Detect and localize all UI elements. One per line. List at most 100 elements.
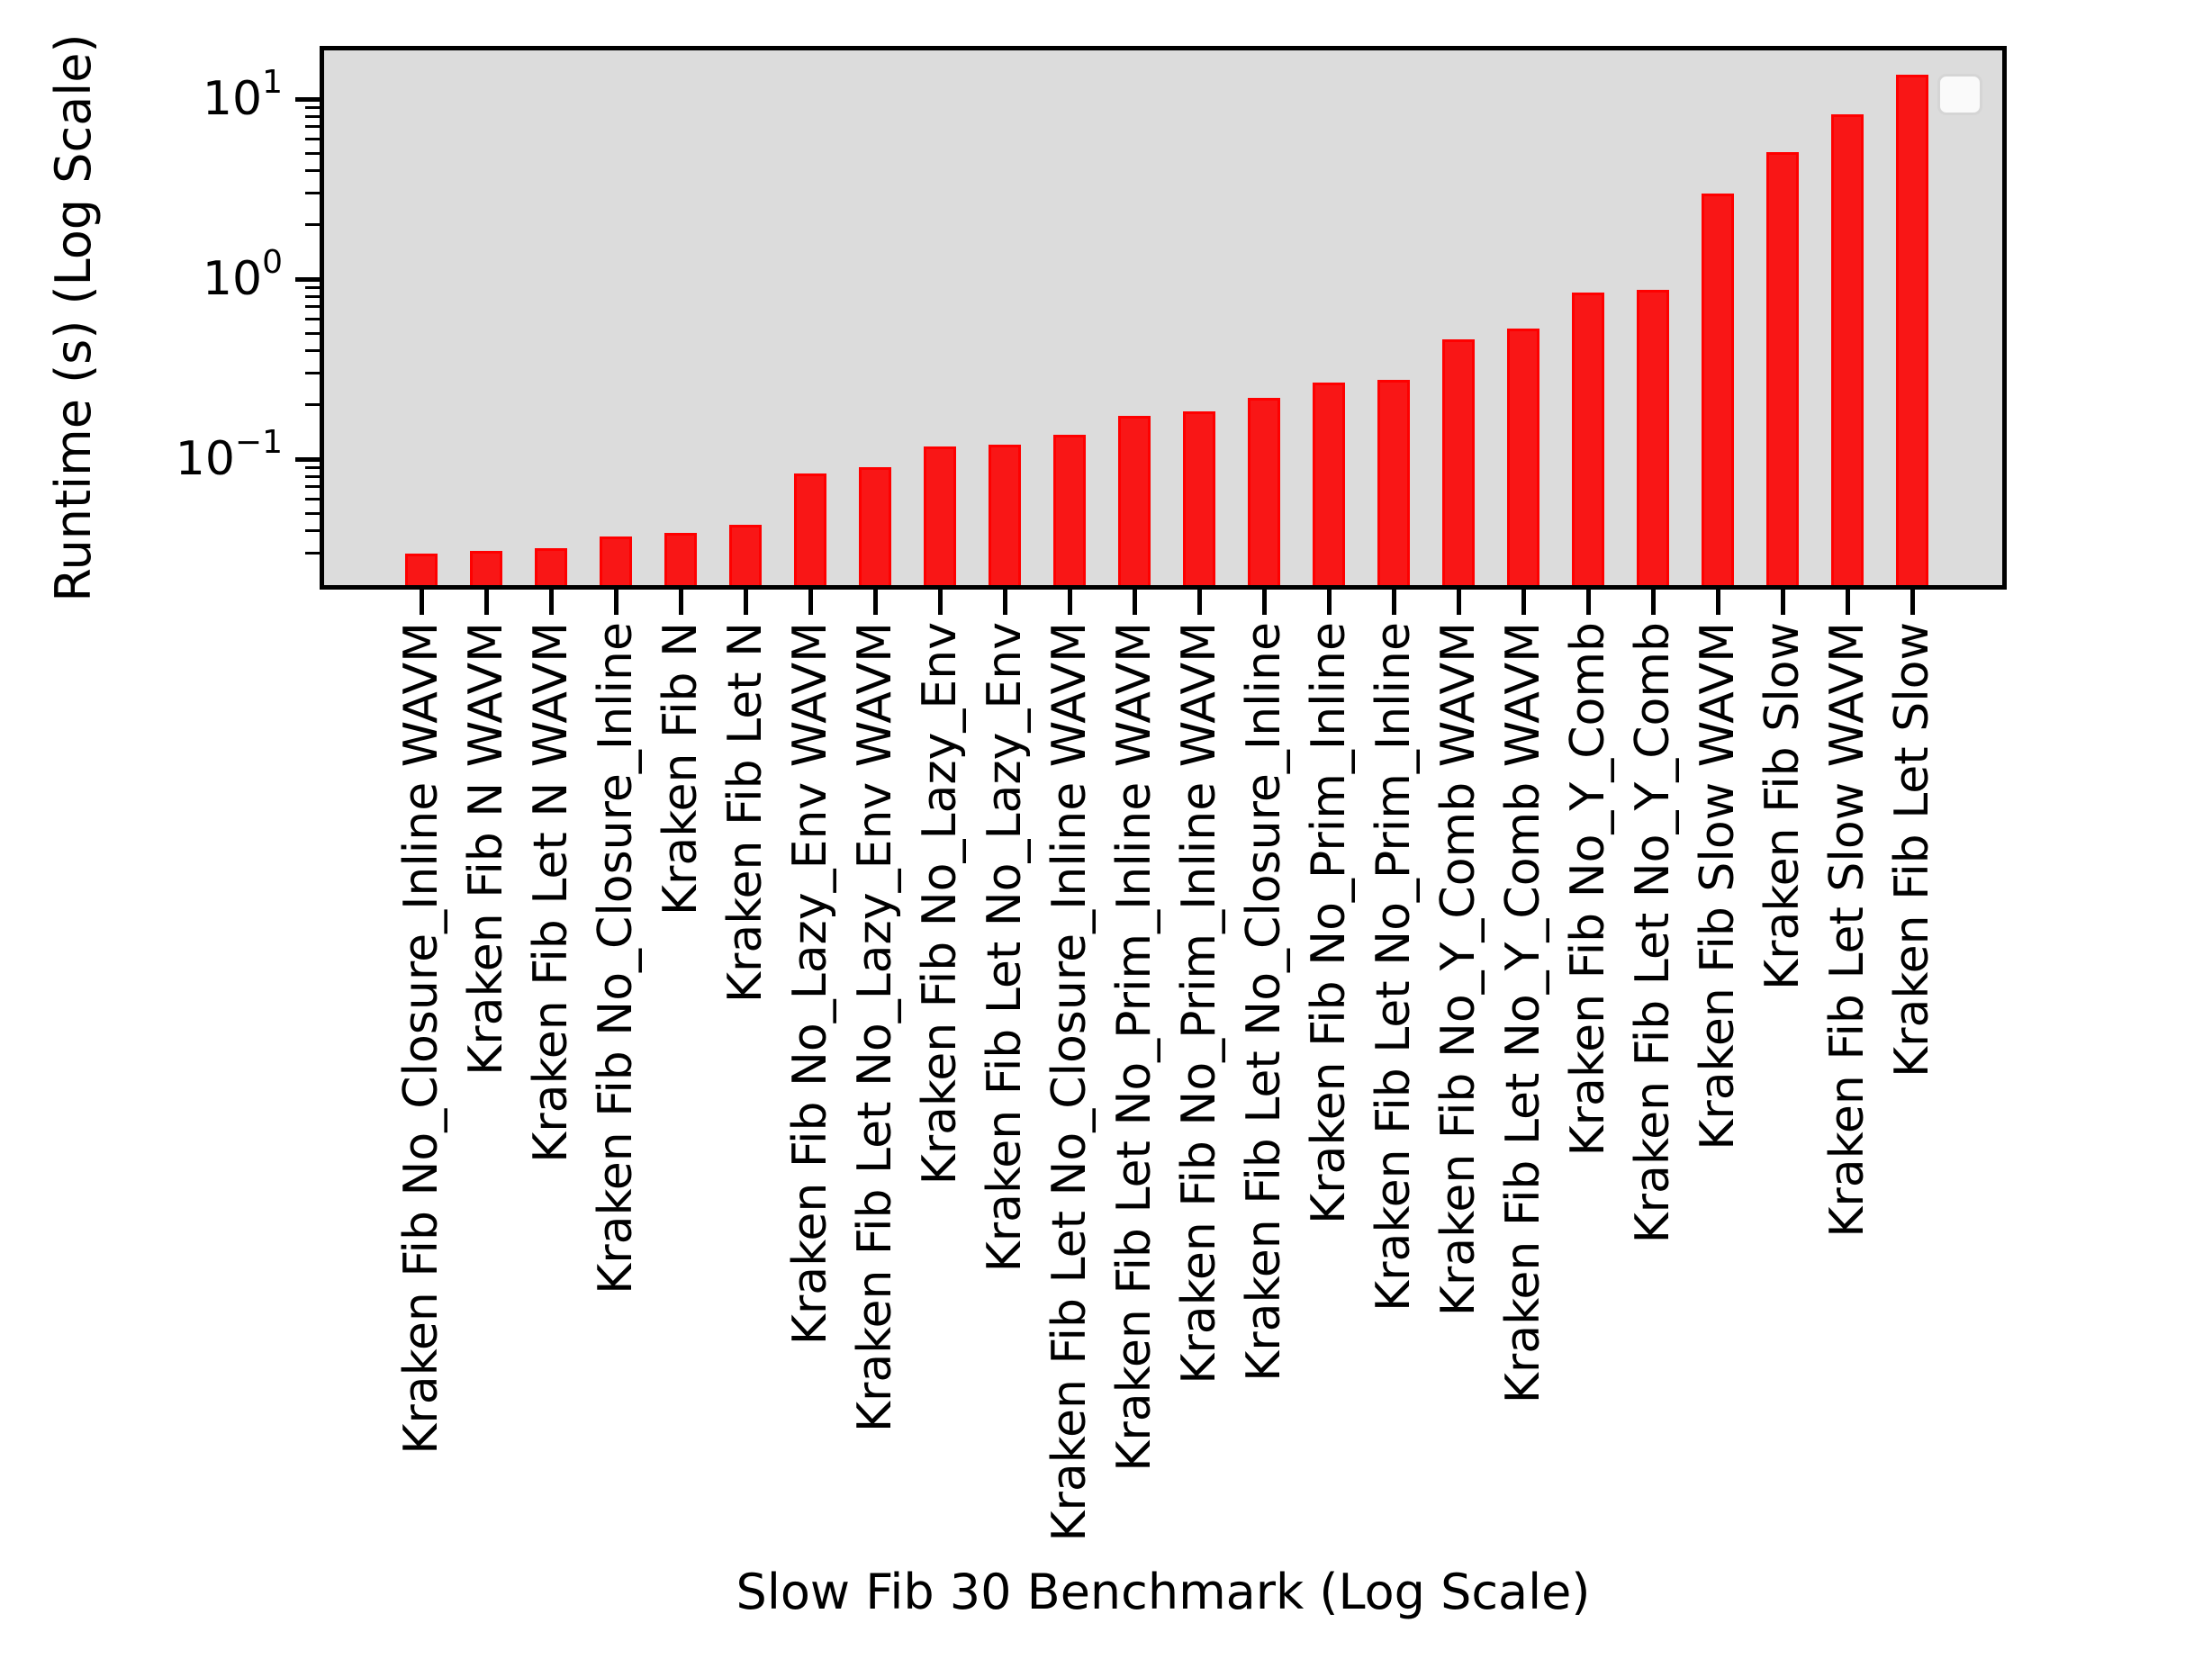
bar: [664, 532, 697, 585]
x-tick: [937, 590, 943, 615]
bar: [1118, 415, 1151, 585]
x-tick: [1261, 590, 1267, 615]
y-minor-tick: [305, 465, 320, 469]
y-minor-tick: [305, 349, 320, 353]
bar: [1183, 411, 1215, 585]
bar: [1313, 383, 1345, 585]
x-tick-label: Kraken Fib No_Closure_Inline WAVM: [394, 622, 448, 1455]
y-minor-tick: [305, 529, 320, 533]
bar: [859, 467, 891, 585]
x-tick: [1585, 590, 1591, 615]
bar: [1053, 435, 1086, 585]
y-minor-tick: [305, 552, 320, 555]
x-tick: [1650, 590, 1656, 615]
x-tick: [1002, 590, 1007, 615]
bar: [1248, 397, 1280, 585]
x-tick-label: Kraken Fib No_Y_Comb: [1561, 622, 1615, 1157]
y-minor-tick: [305, 137, 320, 140]
y-minor-tick: [305, 294, 320, 298]
bar: [729, 525, 762, 585]
bar: [405, 553, 438, 585]
y-minor-tick: [305, 403, 320, 407]
x-tick-label: Kraken Fib No_Prim_Inline WAVM: [1172, 622, 1226, 1384]
x-tick: [1196, 590, 1202, 615]
x-tick: [419, 590, 424, 615]
y-minor-tick: [305, 474, 320, 478]
y-minor-tick: [305, 114, 320, 118]
bar: [1702, 193, 1734, 585]
x-tick: [1132, 590, 1137, 615]
x-tick-label: Kraken Fib No_Y_Comb WAVM: [1431, 622, 1485, 1317]
bar: [1637, 290, 1669, 585]
bar: [924, 446, 956, 585]
x-tick: [1326, 590, 1332, 615]
x-tick: [872, 590, 878, 615]
y-minor-tick: [305, 317, 320, 320]
bar: [1377, 380, 1410, 585]
bar: [1572, 293, 1604, 585]
y-major-tick: [295, 276, 320, 282]
y-minor-tick: [305, 485, 320, 489]
x-tick: [1391, 590, 1396, 615]
x-tick: [1910, 590, 1915, 615]
x-tick-label: Kraken Fib Let No_Closure_Inline WAVM: [1043, 622, 1097, 1542]
x-tick-label: Kraken Fib No_Closure_Inline: [589, 622, 643, 1294]
bar: [1831, 114, 1864, 585]
x-tick-label: Kraken Fib Let No_Closure_Inline: [1237, 622, 1291, 1382]
x-tick-label: Kraken Fib Let No_Prim_Inline WAVM: [1107, 622, 1161, 1472]
bar: [989, 445, 1021, 585]
y-major-tick: [295, 456, 320, 462]
y-minor-tick: [305, 105, 320, 109]
x-tick-label: Kraken Fib Slow: [1756, 622, 1810, 990]
x-tick: [1780, 590, 1785, 615]
x-tick: [1456, 590, 1461, 615]
bar: [535, 547, 567, 585]
bar: [470, 550, 502, 585]
x-tick-label: Kraken Fib Let N WAVM: [524, 622, 578, 1163]
y-tick-label: 10−1: [175, 423, 283, 486]
x-tick: [1067, 590, 1072, 615]
bar: [1507, 329, 1539, 585]
x-tick: [613, 590, 618, 615]
x-tick-label: Kraken Fib Let Slow WAVM: [1820, 622, 1874, 1238]
x-tick: [548, 590, 554, 615]
y-tick-label: 101: [202, 63, 283, 126]
y-minor-tick: [305, 223, 320, 227]
bar: [1896, 75, 1928, 585]
x-tick: [1521, 590, 1526, 615]
x-tick-label: Kraken Fib Let No_Prim_Inline: [1367, 622, 1421, 1312]
x-tick-label: Kraken Fib No_Lazy_Env: [913, 622, 967, 1186]
y-minor-tick: [305, 151, 320, 155]
y-minor-tick: [305, 285, 320, 289]
y-minor-tick: [305, 192, 320, 195]
y-minor-tick: [305, 169, 320, 173]
y-tick-label: 100: [202, 243, 283, 306]
bar: [600, 536, 632, 585]
x-tick-label: Kraken Fib No_Lazy_Env WAVM: [783, 622, 837, 1346]
x-tick-label: Kraken Fib Let No_Lazy_Env: [978, 622, 1032, 1273]
bar: [794, 473, 826, 585]
x-tick-label: Kraken Fib No_Prim_Inline: [1302, 622, 1356, 1224]
y-minor-tick: [305, 511, 320, 515]
y-minor-tick: [305, 305, 320, 309]
plot-area: [320, 46, 2007, 590]
y-major-tick: [295, 96, 320, 102]
x-tick-label: Kraken Fib Let N: [718, 622, 772, 1004]
bar: [1442, 339, 1475, 585]
x-tick-label: Kraken Fib N WAVM: [459, 622, 513, 1076]
x-tick: [743, 590, 748, 615]
y-axis-title: Runtime (s) (Log Scale): [45, 33, 102, 602]
x-axis-title: Slow Fib 30 Benchmark (Log Scale): [736, 1564, 1591, 1620]
x-tick-label: Kraken Fib N: [654, 622, 708, 916]
x-tick-label: Kraken Fib Let No_Y_Comb: [1626, 622, 1680, 1244]
x-tick-label: Kraken Fib Slow WAVM: [1691, 622, 1745, 1150]
x-tick: [1715, 590, 1720, 615]
x-tick: [678, 590, 683, 615]
x-tick: [1845, 590, 1850, 615]
y-minor-tick: [305, 497, 320, 500]
x-tick-label: Kraken Fib Let No_Lazy_Env WAVM: [848, 622, 902, 1433]
x-tick: [808, 590, 813, 615]
x-tick-label: Kraken Fib Let No_Y_Comb WAVM: [1496, 622, 1550, 1404]
x-tick-label: Kraken Fib Let Slow: [1885, 622, 1939, 1077]
